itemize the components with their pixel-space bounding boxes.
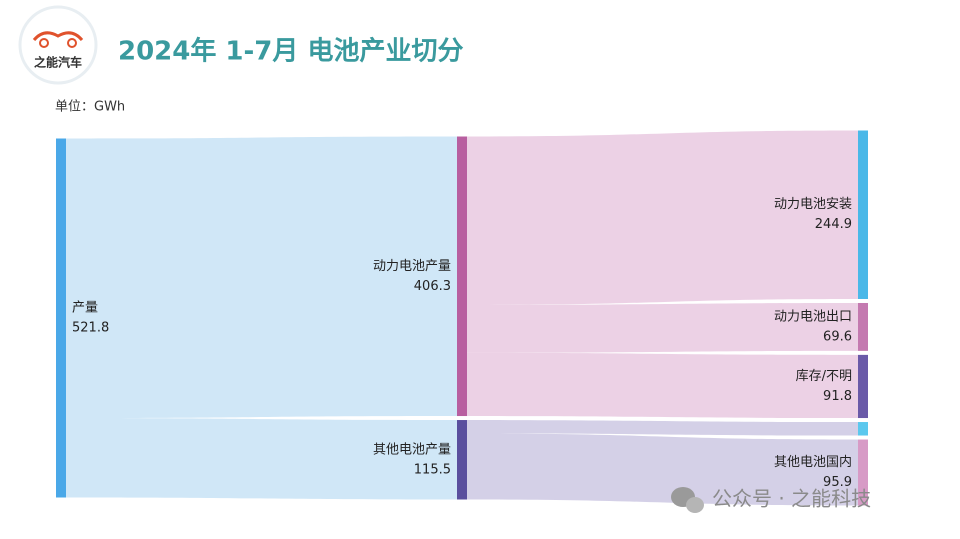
sankey-node xyxy=(457,136,467,417)
node-value: 406.3 xyxy=(414,279,451,294)
sankey-node xyxy=(858,422,868,436)
node-label: 动力电池安装 xyxy=(774,197,852,212)
links xyxy=(66,130,858,506)
logo-icon xyxy=(67,38,77,48)
node-label: 动力电池出口 xyxy=(774,309,852,324)
node-label: 库存/不明 xyxy=(796,368,852,384)
node-value: 91.8 xyxy=(823,389,852,404)
node-label: 动力电池产量 xyxy=(373,259,451,274)
sankey-link xyxy=(66,418,457,500)
chart-title: 2024年 1-7月 电池产业切分 xyxy=(118,36,463,67)
sankey-node xyxy=(858,130,868,299)
sankey-link xyxy=(467,352,858,419)
sankey-link xyxy=(467,130,858,305)
node-label: 其他电池产量 xyxy=(373,442,451,457)
sankey-link xyxy=(66,136,457,419)
sankey-node xyxy=(858,354,868,419)
unit-label: 单位：GWh xyxy=(55,100,125,115)
watermark-icon xyxy=(686,497,704,513)
logo-icon xyxy=(39,38,49,48)
logo-text: 之能汽车 xyxy=(34,55,82,70)
node-value: 115.5 xyxy=(414,462,451,477)
watermark: 公众号 · 之能科技 xyxy=(671,487,871,513)
watermark-text: 公众号 · 之能科技 xyxy=(712,487,871,511)
node-value: 95.9 xyxy=(823,475,852,490)
sankey-link xyxy=(467,433,858,506)
node-value: 244.9 xyxy=(815,217,852,232)
logo: 之能汽车 xyxy=(18,5,98,85)
nodes: 产量 521.8 动力电池产量 406.3 其他电池产量 115.5 动力电池安装 244.9… xyxy=(56,130,868,506)
node-label: 其他电池国内 xyxy=(774,454,852,470)
sankey-node xyxy=(858,439,868,506)
node-label: 产量 xyxy=(72,301,98,316)
sankey-node xyxy=(56,138,66,498)
sankey-link xyxy=(467,420,858,436)
logo-circle xyxy=(18,5,98,85)
sankey-link xyxy=(467,302,858,353)
node-value: 521.8 xyxy=(72,321,109,336)
node-value: 69.6 xyxy=(823,329,852,344)
sankey-node xyxy=(457,420,467,500)
logo-icon xyxy=(32,31,84,42)
sankey-node xyxy=(858,302,868,351)
